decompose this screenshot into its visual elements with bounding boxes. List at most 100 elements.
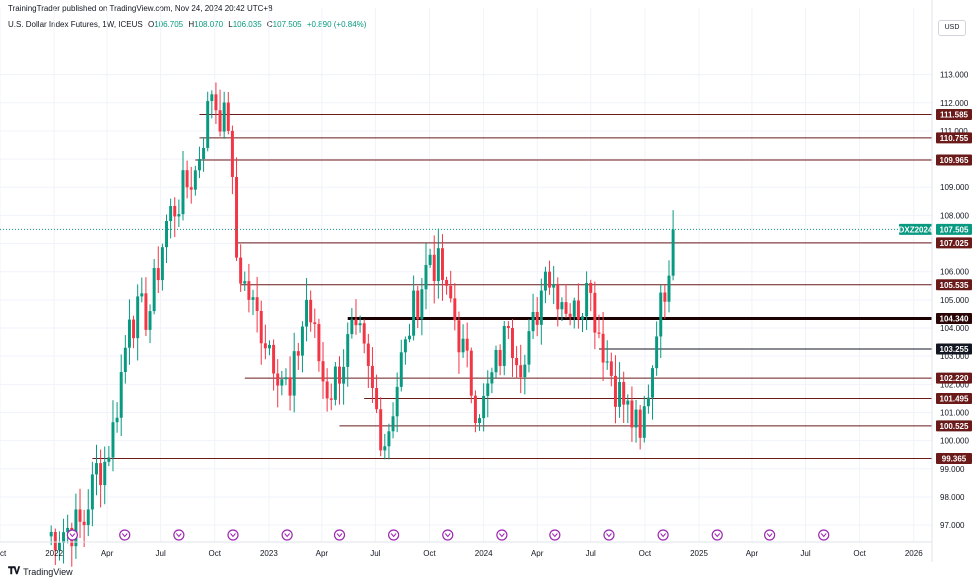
event-marker-chevron-icon: [820, 533, 827, 538]
candle-body: [82, 521, 86, 526]
ohlc-open-value: 106.705: [154, 20, 184, 29]
candle-body: [482, 395, 486, 419]
candle-body: [478, 418, 482, 423]
candle-body: [235, 176, 239, 258]
candle-body: [420, 289, 424, 320]
candle-body: [651, 368, 655, 398]
event-marker-chevron-icon: [284, 533, 291, 538]
price-axis[interactable]: 97.00098.00099.000100.000101.000102.0001…: [931, 0, 972, 562]
candle-body: [428, 254, 432, 266]
candle-body: [667, 275, 671, 302]
current-price-line: DXZ2024: [0, 223, 933, 235]
candle-body: [103, 461, 107, 486]
candle-body: [280, 379, 284, 386]
price-tick-label: 106.000: [940, 268, 969, 277]
candle-body: [527, 331, 531, 365]
candle-body: [140, 293, 144, 297]
time-tick-label: Jul: [586, 549, 596, 558]
current-symbol-tag: DXZ2024: [899, 225, 933, 234]
level-label-bg: [936, 279, 972, 291]
event-marker-icon: [227, 529, 239, 541]
level-label-bg: [936, 372, 972, 384]
candle-body: [531, 311, 535, 332]
candle-body: [152, 268, 156, 312]
level-label-bg: [936, 312, 972, 324]
candle-body: [449, 285, 453, 299]
event-markers: [66, 529, 830, 541]
time-tick-label: Oct: [0, 549, 7, 558]
candle-body: [206, 101, 210, 148]
candle-body: [539, 290, 543, 325]
level-label: 103.255: [940, 345, 969, 354]
time-tick-label: 2024: [475, 549, 493, 558]
candle-body: [292, 351, 296, 396]
time-tick-label: Oct: [209, 549, 222, 558]
level-label-bg: [936, 393, 972, 405]
level-label-bg: [936, 453, 972, 465]
brand-name: TradingView: [23, 566, 73, 577]
candle-body: [321, 361, 325, 382]
price-tick-label: 113.000: [940, 71, 969, 80]
event-marker-icon: [442, 529, 454, 541]
candle-body: [473, 395, 477, 423]
price-tick-label: 100.000: [940, 437, 969, 446]
candle-body: [412, 290, 416, 336]
candle-body: [370, 365, 374, 389]
event-marker-chevron-icon: [551, 533, 558, 538]
currency-button[interactable]: USD: [938, 20, 966, 36]
candle-body: [564, 302, 568, 314]
candle-body: [309, 299, 313, 323]
candle-body: [358, 323, 362, 326]
candle-body: [300, 326, 304, 356]
candle-body: [605, 361, 609, 363]
price-change: +0.890 (+0.84%): [306, 20, 367, 29]
candle-body: [66, 527, 70, 533]
candle-body: [115, 417, 119, 423]
candle-body: [230, 130, 234, 177]
candle-body: [49, 531, 53, 537]
candle-body: [107, 457, 111, 462]
level-label: 111.585: [940, 110, 969, 119]
candle-body: [445, 280, 449, 286]
candle-body: [581, 316, 584, 320]
time-tick-label: Apr: [746, 549, 759, 558]
candle-body: [218, 110, 222, 132]
candle-body: [523, 364, 527, 378]
candle-body: [642, 406, 646, 438]
level-label-bg: [936, 132, 972, 144]
candle-body: [655, 336, 659, 369]
candle-body: [630, 400, 634, 428]
price-tick-label: 101.000: [940, 408, 969, 417]
tradingview-brand: 𝐓𝐕 TradingView: [8, 566, 73, 577]
event-marker-icon: [173, 529, 185, 541]
candle-body: [601, 333, 605, 363]
time-tick-label: Oct: [639, 549, 652, 558]
event-marker-chevron-icon: [444, 533, 451, 538]
candle-body: [585, 282, 589, 317]
candle-body: [239, 257, 243, 284]
price-tick-label: 109.000: [940, 183, 969, 192]
candle-body: [136, 296, 140, 339]
event-marker-icon: [66, 529, 78, 541]
event-marker-chevron-icon: [714, 533, 721, 538]
candle-body: [403, 339, 407, 353]
event-marker-icon: [388, 529, 400, 541]
ohlc-open-key: O: [147, 20, 155, 29]
price-tick-label: 108.000: [940, 211, 969, 220]
price-tick-label: 98.000: [940, 493, 965, 502]
time-axis[interactable]: Oct 2022 Apr Jul Oct 2023 Apr Jul Oct 2024 Apr Jul O…: [0, 541, 932, 558]
candle-body: [453, 298, 457, 321]
candle-body: [416, 290, 420, 320]
level-label: 101.495: [940, 395, 969, 404]
ohlc-low-value: 106.035: [232, 20, 262, 29]
event-marker-icon: [119, 529, 131, 541]
symbol-name[interactable]: U.S. Dollar Index Futures, 1W, ICEUS: [8, 20, 143, 29]
time-tick-label: 2026: [905, 549, 923, 558]
candle-series: [49, 82, 675, 567]
candle-body: [276, 373, 280, 386]
candle-body: [247, 281, 251, 300]
candle-body: [469, 350, 473, 396]
candle-body: [408, 335, 411, 340]
candle-body: [461, 338, 465, 353]
